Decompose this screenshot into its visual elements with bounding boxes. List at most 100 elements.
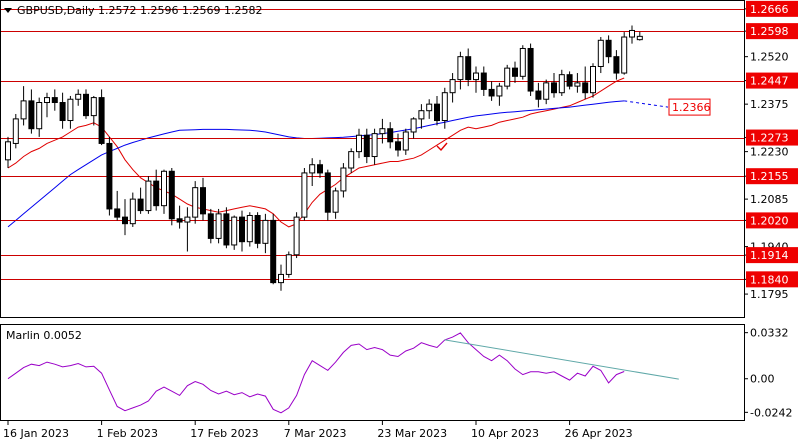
- candle-body-bull: [410, 118, 417, 133]
- candle: [59, 92, 66, 129]
- candle: [20, 86, 27, 126]
- candle-body-bear: [480, 72, 487, 90]
- candle-body-bull: [371, 133, 378, 158]
- candle-body-bull: [231, 216, 238, 246]
- oscillator-layer: 0.0332 0.00 -0.0242: [7, 327, 792, 419]
- candle-body-bull: [356, 134, 362, 153]
- candle: [301, 168, 308, 221]
- candle-body-bull: [20, 100, 27, 120]
- candle-body-bull: [629, 29, 635, 38]
- x-tick-label: 26 Apr 2023: [565, 427, 633, 440]
- candle-body-bull: [129, 198, 136, 225]
- candle-body-bear: [106, 142, 113, 210]
- candle-body-bear: [395, 141, 401, 151]
- candle: [465, 48, 472, 87]
- candle-body-bear: [176, 218, 183, 223]
- candle: [363, 128, 370, 164]
- candle: [184, 207, 191, 252]
- level-tag: [746, 72, 798, 89]
- level-tag-label: 1.2020: [750, 214, 789, 227]
- candle: [200, 177, 206, 221]
- oscillator-title: Marlin 0.0052: [6, 329, 82, 342]
- ma-projection: 1.2366: [624, 98, 711, 116]
- osc-y-tick-label: -0.0242: [750, 406, 792, 419]
- candle: [613, 50, 620, 80]
- candle: [418, 104, 425, 129]
- candle-body-bear: [168, 170, 175, 220]
- candle-body-bull: [348, 151, 355, 169]
- candle-body-bull: [426, 103, 433, 112]
- candle-body-bear: [200, 187, 206, 215]
- candle: [387, 122, 394, 149]
- candle: [480, 66, 487, 96]
- candle-body-bull: [473, 72, 479, 81]
- candle: [605, 35, 612, 64]
- ma-projection-line: [624, 100, 669, 108]
- candle-body-bull: [215, 213, 222, 239]
- candle: [504, 64, 511, 90]
- candle-body-bull: [379, 128, 386, 135]
- candle: [597, 37, 604, 74]
- oscillator-pane-border: [0, 324, 745, 421]
- candle: [239, 210, 245, 252]
- candle: [332, 187, 339, 219]
- candle-body-bull: [590, 65, 596, 94]
- ma-projection-tag: [668, 98, 711, 116]
- candle: [28, 89, 35, 134]
- candle: [192, 181, 199, 224]
- candle: [551, 73, 557, 98]
- y-tick-label: 1.1795: [750, 288, 789, 301]
- level-tag: [746, 0, 798, 17]
- candle: [12, 113, 19, 149]
- candle-body-bull: [36, 102, 43, 130]
- candle-body-bull: [44, 97, 50, 104]
- candle: [441, 87, 448, 129]
- candle-body-bull: [67, 98, 74, 122]
- ma-projection-label: 1.2366: [672, 101, 711, 114]
- candle: [574, 73, 581, 93]
- x-tick-label: 23 Mar 2023: [377, 427, 447, 440]
- collapse-triangle-icon[interactable]: [4, 8, 12, 13]
- candle-body-bull: [5, 141, 11, 161]
- candle-body-bull: [332, 190, 339, 213]
- level-tag: [746, 168, 798, 185]
- candle: [137, 187, 144, 214]
- candle-body-bear: [137, 198, 144, 212]
- candle: [161, 169, 167, 214]
- candle-body-bull: [457, 56, 464, 81]
- candle-body-bear: [551, 82, 557, 94]
- candle: [90, 95, 97, 126]
- candle: [246, 212, 253, 247]
- candle-body-bear: [317, 164, 323, 174]
- candle-body-bull: [574, 82, 581, 87]
- candle: [106, 136, 113, 216]
- y-tick-label: 1.2520: [750, 51, 789, 64]
- level-tag: [746, 23, 798, 40]
- y-tick-label: 1.2085: [750, 193, 789, 206]
- candle: [535, 82, 542, 108]
- candle: [67, 95, 74, 129]
- signal-check-icon: [436, 142, 448, 152]
- candle: [402, 128, 409, 155]
- candles-layer: [5, 25, 643, 291]
- candle-body-bull: [340, 167, 347, 192]
- candle-body-bear: [324, 172, 331, 213]
- candle: [340, 163, 347, 198]
- candle: [512, 61, 518, 83]
- candle: [168, 168, 175, 226]
- price-pane-border: [0, 0, 745, 318]
- candle-body-bull: [449, 79, 456, 94]
- candle: [426, 99, 433, 119]
- candle: [449, 73, 456, 103]
- candle-body-bull: [558, 74, 565, 94]
- candle: [122, 199, 128, 236]
- candle-body-bear: [605, 39, 612, 58]
- level-tag-label: 1.1840: [750, 273, 789, 286]
- candle-body-bear: [83, 93, 89, 117]
- candle: [410, 117, 417, 139]
- candle-body-bull: [441, 92, 448, 122]
- candle-body-bear: [535, 90, 542, 100]
- candle-body-bear: [223, 213, 230, 246]
